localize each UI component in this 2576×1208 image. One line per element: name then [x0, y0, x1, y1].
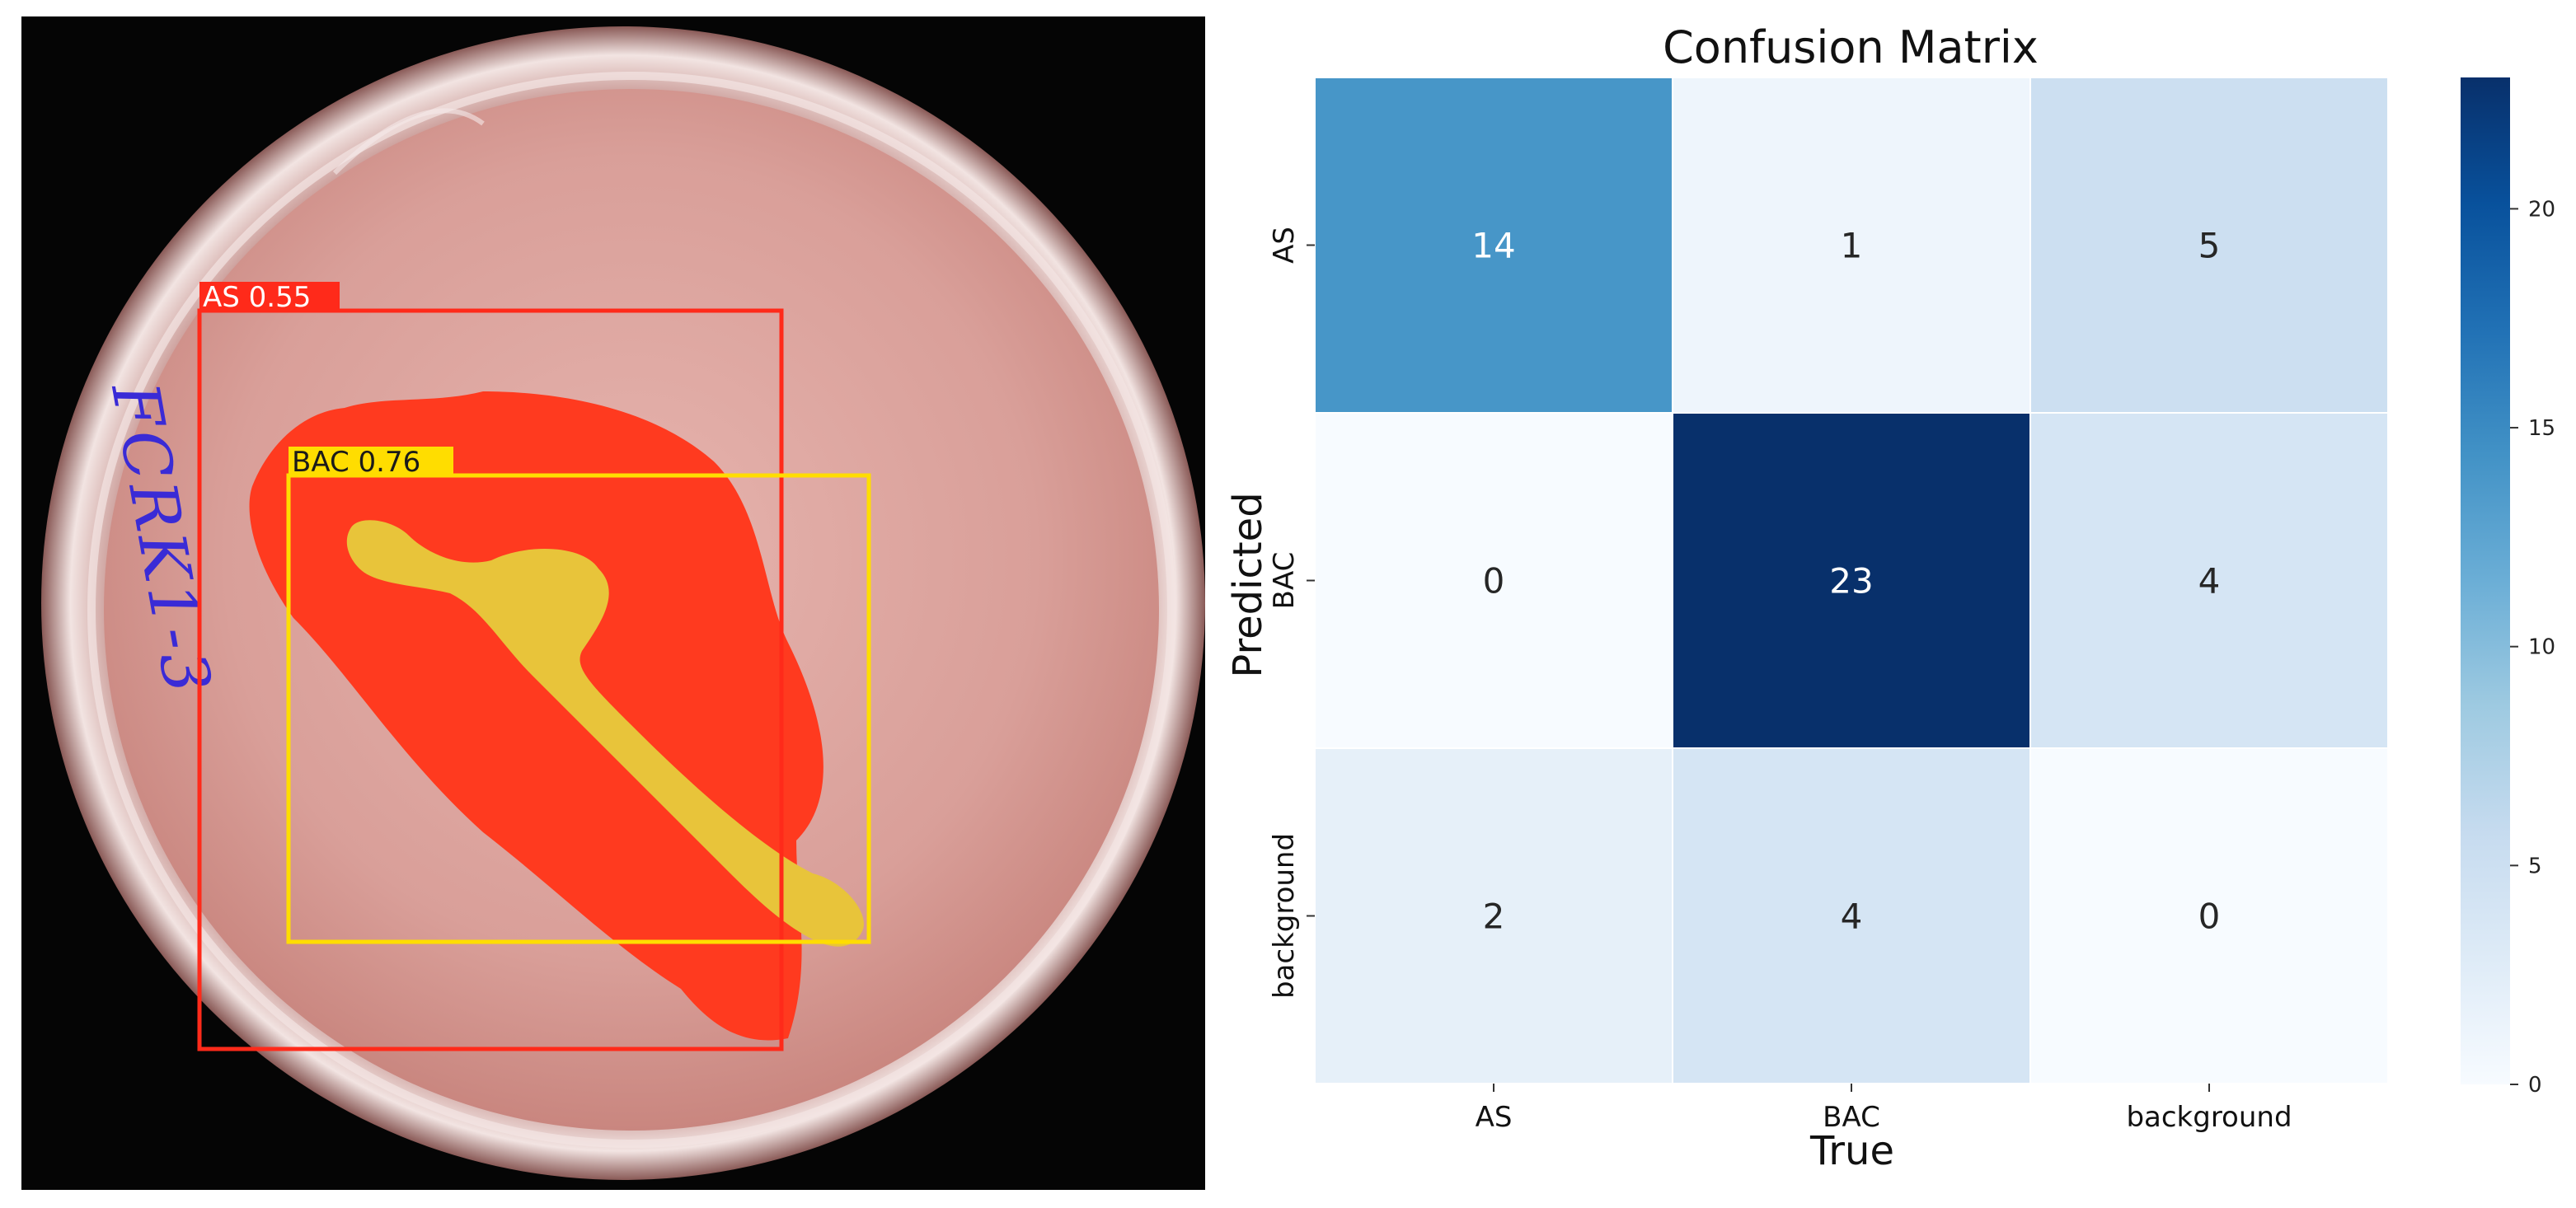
- x-tick-label: background: [2126, 1101, 2292, 1134]
- y-axis-label: Predicted: [1225, 492, 1271, 677]
- cell-value-label: 2: [1483, 897, 1505, 937]
- heatmap-cells: 14 1 5 0 23 4 2 4 0: [1314, 77, 2389, 1084]
- cell-value-label: 14: [1471, 226, 1515, 266]
- as-label: AS 0.55: [203, 281, 311, 314]
- bac-bounding-box: [286, 473, 871, 944]
- cell-value-label: 0: [2198, 897, 2221, 937]
- heatmap-cell: [2029, 77, 2389, 414]
- heatmap-cell: [2029, 747, 2389, 1084]
- detection-photo: FCRK1-3 AS 0.55 BAC 0.76: [21, 16, 1205, 1190]
- heatmap-cell: [1314, 77, 1673, 414]
- x-tick-label: BAC: [1823, 1101, 1880, 1134]
- x-tick-labels: AS BAC background: [1476, 1084, 2292, 1134]
- dish-reflection: [332, 108, 485, 176]
- bac-label: BAC 0.76: [292, 446, 420, 479]
- heatmap-cell: [1672, 77, 2031, 414]
- x-axis-label: True: [1809, 1128, 1894, 1174]
- as-bounding-box: [197, 308, 784, 1051]
- colorbar-tick-label: 15: [2528, 416, 2555, 441]
- cell-value-label: 5: [2198, 226, 2221, 266]
- cell-value-label: 0: [1483, 561, 1505, 602]
- bac-label-background: [289, 447, 453, 477]
- heatmap-cell: [1672, 412, 2031, 749]
- colorbar-tick-label: 10: [2528, 635, 2555, 660]
- colorbar: [2461, 77, 2510, 1084]
- x-tick-label: AS: [1476, 1101, 1513, 1134]
- y-tick-label: BAC: [1268, 552, 1301, 610]
- petri-dish-image: FCRK1-3 AS 0.55 BAC 0.76: [21, 16, 1205, 1190]
- colorbar-ticks: 0 5 10 15 20: [2510, 197, 2555, 1098]
- colorbar-tick-label: 0: [2528, 1073, 2542, 1098]
- cell-value-label: 23: [1829, 561, 1873, 602]
- colorbar-tick-label: 5: [2528, 854, 2542, 878]
- as-label-background: [199, 282, 340, 312]
- confusion-matrix-chart: Confusion Matrix 14 1 5 0 23 4 2 4 0 AS BAC backgr…: [1187, 0, 2576, 1208]
- colorbar-tick-label: 20: [2528, 197, 2555, 222]
- dish-inner-rim: [87, 72, 1175, 1148]
- heatmap-cell: [2029, 412, 2389, 749]
- cell-value-label: 4: [2198, 561, 2221, 602]
- heatmap-cell: [1314, 747, 1673, 1084]
- chart-title: Confusion Matrix: [1663, 21, 2039, 73]
- y-tick-label: AS: [1268, 227, 1301, 264]
- y-tick-label: background: [1268, 833, 1301, 999]
- heatmap-cell: [1672, 747, 2031, 1084]
- y-tick-labels: AS BAC background: [1268, 227, 1315, 999]
- cell-value-label: 4: [1841, 897, 1863, 937]
- cell-value-label: 1: [1841, 226, 1863, 266]
- bac-mask: [346, 520, 864, 947]
